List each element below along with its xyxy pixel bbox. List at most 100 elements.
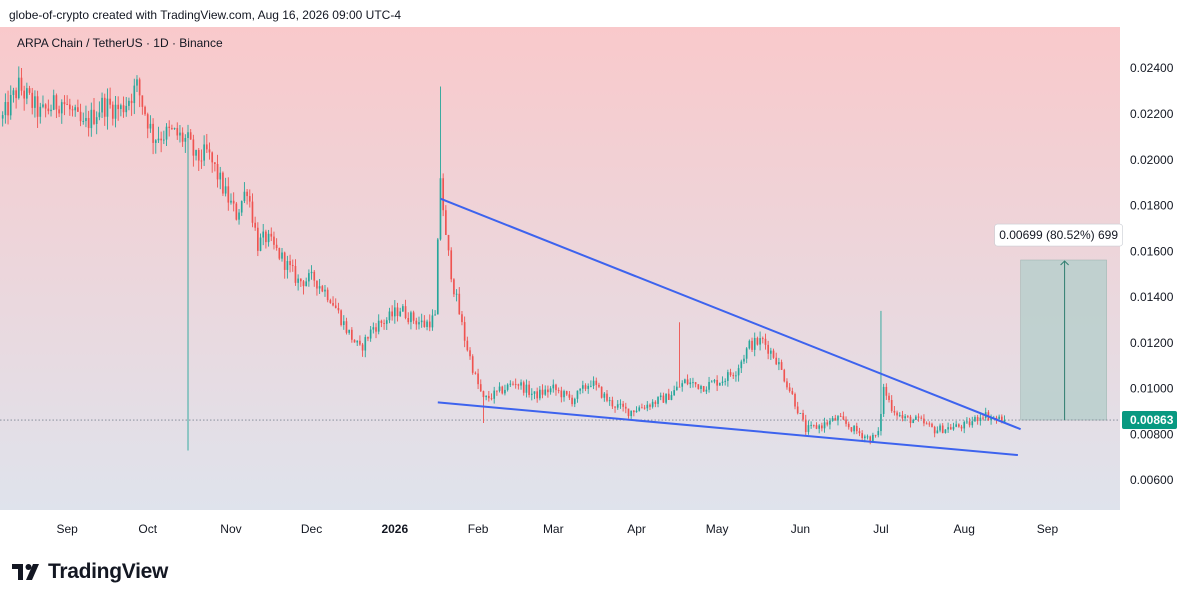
candle-body[interactable] — [557, 390, 560, 391]
candle-body[interactable] — [705, 389, 708, 392]
candle-body[interactable] — [689, 382, 692, 385]
candle-body[interactable] — [1003, 420, 1006, 423]
candle-body[interactable] — [95, 117, 98, 124]
candle-body[interactable] — [128, 100, 130, 106]
candle-body[interactable] — [243, 191, 246, 202]
candle-body[interactable] — [912, 419, 915, 424]
candle-body[interactable] — [474, 372, 477, 374]
candle-body[interactable] — [818, 425, 821, 429]
candle-body[interactable] — [469, 350, 471, 357]
candle-body[interactable] — [990, 417, 992, 420]
candle-body[interactable] — [375, 327, 377, 332]
candle-body[interactable] — [933, 426, 936, 434]
candle-body[interactable] — [630, 410, 633, 417]
candle-body[interactable] — [348, 329, 350, 333]
candle-body[interactable] — [313, 271, 316, 281]
candle-body[interactable] — [718, 382, 721, 386]
candle-body[interactable] — [232, 200, 235, 204]
candle-body[interactable] — [197, 150, 200, 161]
candle-body[interactable] — [955, 424, 957, 427]
candle-body[interactable] — [42, 104, 44, 107]
candle-body[interactable] — [619, 403, 622, 405]
candle-body[interactable] — [74, 107, 77, 111]
candle-body[interactable] — [939, 425, 941, 431]
candle-body[interactable] — [866, 436, 869, 438]
candle-body[interactable] — [608, 400, 611, 402]
candle-body[interactable] — [377, 320, 380, 332]
candle-body[interactable] — [28, 88, 31, 93]
candle-body[interactable] — [761, 338, 764, 340]
lower-trendline[interactable] — [437, 401, 1019, 457]
candle-body[interactable] — [804, 419, 807, 432]
candle-body[interactable] — [160, 138, 162, 141]
candle-body[interactable] — [923, 418, 925, 424]
candle-body[interactable] — [410, 312, 412, 323]
candle-body[interactable] — [23, 90, 26, 99]
candle-body[interactable] — [826, 422, 829, 425]
candle-body[interactable] — [404, 306, 407, 319]
candle-body[interactable] — [702, 386, 705, 392]
candle-body[interactable] — [525, 384, 528, 393]
candle-body[interactable] — [125, 105, 128, 113]
candle-body[interactable] — [783, 369, 786, 382]
footer-brand[interactable]: TradingView — [12, 559, 168, 585]
candle-body[interactable] — [839, 416, 842, 418]
candle-body[interactable] — [385, 320, 388, 324]
candle-body[interactable] — [635, 410, 638, 413]
candle-body[interactable] — [810, 424, 812, 426]
candle-body[interactable] — [259, 237, 262, 251]
candle-body[interactable] — [208, 149, 211, 153]
candle-body[interactable] — [458, 293, 461, 315]
candle-body[interactable] — [90, 109, 93, 129]
candle-body[interactable] — [146, 114, 149, 129]
candle-body[interactable] — [294, 266, 297, 283]
candle-body[interactable] — [847, 423, 850, 428]
candle-body[interactable] — [877, 431, 880, 436]
candle-body[interactable] — [17, 77, 20, 99]
candle-body[interactable] — [941, 425, 944, 433]
candle-body[interactable] — [571, 397, 573, 405]
candle-body[interactable] — [998, 416, 1000, 420]
candle-body[interactable] — [15, 90, 17, 99]
candle-body[interactable] — [436, 239, 439, 315]
candle-body[interactable] — [326, 289, 329, 301]
candle-body[interactable] — [55, 95, 58, 110]
candle-body[interactable] — [646, 404, 649, 409]
candle-body[interactable] — [396, 307, 399, 317]
candle-body[interactable] — [767, 344, 769, 354]
candle-body[interactable] — [71, 109, 74, 111]
candle-body[interactable] — [579, 388, 581, 391]
candle-body[interactable] — [122, 105, 125, 113]
candle-body[interactable] — [324, 289, 326, 292]
candle-body[interactable] — [799, 412, 802, 414]
candle-body[interactable] — [576, 390, 579, 399]
candle-body[interactable] — [149, 123, 152, 129]
candle-body[interactable] — [587, 385, 590, 389]
candle-body[interactable] — [431, 315, 434, 328]
candle-body[interactable] — [855, 425, 858, 432]
candle-body[interactable] — [345, 321, 348, 333]
candle-body[interactable] — [203, 144, 205, 161]
candle-body[interactable] — [748, 340, 751, 349]
candle-body[interactable] — [152, 123, 154, 143]
candle-body[interactable] — [52, 95, 55, 110]
candle-body[interactable] — [544, 389, 547, 395]
candle-body[interactable] — [641, 407, 643, 409]
candle-body[interactable] — [896, 412, 898, 416]
candle-body[interactable] — [745, 348, 748, 359]
candle-body[interactable] — [337, 308, 340, 311]
candle-body[interactable] — [447, 234, 450, 251]
candle-body[interactable] — [729, 372, 732, 376]
candle-body[interactable] — [58, 109, 60, 114]
candle-body[interactable] — [812, 424, 815, 426]
candle-body[interactable] — [98, 112, 101, 118]
candle-body[interactable] — [267, 233, 270, 243]
candle-body[interactable] — [753, 338, 756, 350]
candle-body[interactable] — [154, 140, 157, 143]
candle-body[interactable] — [796, 406, 799, 414]
candle-body[interactable] — [909, 416, 912, 424]
candle-body[interactable] — [936, 430, 939, 434]
candle-body[interactable] — [681, 383, 684, 387]
candle-body[interactable] — [455, 293, 458, 295]
candle-body[interactable] — [181, 132, 184, 142]
